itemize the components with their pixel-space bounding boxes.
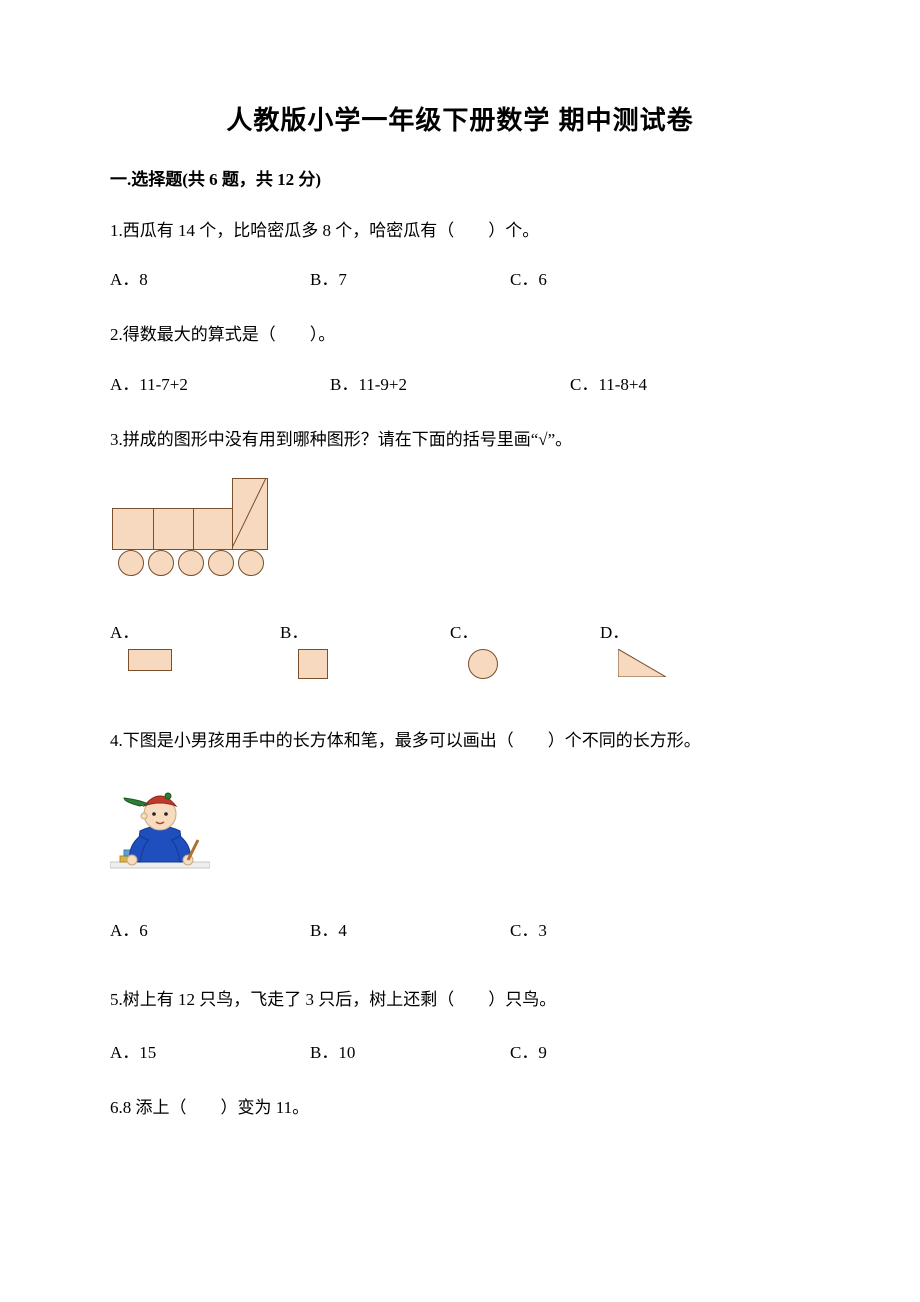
- triangle-shape-icon: [618, 649, 666, 682]
- q1-opt-a: A．8: [110, 265, 310, 290]
- truck-wheel-icon: [178, 550, 204, 576]
- square-shape-icon: [298, 649, 328, 679]
- section-header: 一.选择题(共 6 题，共 12 分): [110, 165, 810, 190]
- page-title: 人教版小学一年级下册数学 期中测试卷: [110, 100, 810, 137]
- truck-body-rects: [112, 508, 234, 550]
- q3-text: 3.拼成的图形中没有用到哪种图形？请在下面的括号里画“√”。: [110, 421, 810, 458]
- q1-opt-b: B．7: [310, 265, 510, 290]
- q1-text: 1.西瓜有 14 个，比哈密瓜多 8 个，哈密瓜有（ ）个。: [110, 212, 810, 249]
- q3-figure-truck: [112, 478, 272, 578]
- q4-figure-boy: [110, 776, 210, 886]
- q1-options: A．8 B．7 C．6: [110, 265, 810, 290]
- q2-opt-b: B．11-9+2: [330, 370, 570, 395]
- q1-opt-c: C．6: [510, 265, 710, 290]
- truck-wheel-icon: [148, 550, 174, 576]
- truck-wheel-icon: [118, 550, 144, 576]
- q4-opt-b: B．4: [310, 916, 510, 941]
- q3-opt-b-label: B．: [280, 618, 308, 643]
- rectangle-shape-icon: [128, 649, 172, 671]
- q6-text: 6.8 添上（ ）变为 11。: [110, 1089, 810, 1126]
- q5-opt-c: C．9: [510, 1038, 710, 1063]
- q5-text: 5.树上有 12 只鸟，飞走了 3 只后，树上还剩（ ）只鸟。: [110, 981, 810, 1018]
- truck-cab-diagonal: [232, 478, 266, 548]
- truck-wheel-icon: [208, 550, 234, 576]
- q5-opt-b: B．10: [310, 1038, 510, 1063]
- q4-opt-c: C．3: [510, 916, 710, 941]
- q4-options: A．6 B．4 C．3: [110, 916, 810, 941]
- q3-opt-d-label: D．: [600, 618, 629, 643]
- q5-opt-a: A．15: [110, 1038, 310, 1063]
- q2-opt-c: C．11-8+4: [570, 370, 810, 395]
- q5-options: A．15 B．10 C．9: [110, 1038, 810, 1063]
- circle-shape-icon: [468, 649, 498, 679]
- q2-options: A．11-7+2 B．11-9+2 C．11-8+4: [110, 370, 810, 395]
- q4-opt-a: A．6: [110, 916, 310, 941]
- q3-opt-a-label: A．: [110, 618, 139, 643]
- truck-wheel-icon: [238, 550, 264, 576]
- q4-text: 4.下图是小男孩用手中的长方体和笔，最多可以画出（ ）个不同的长方形。: [110, 722, 810, 759]
- q3-opt-c-label: C．: [450, 618, 478, 643]
- q3-options: A． B． C． D．: [110, 618, 810, 682]
- q2-opt-a: A．11-7+2: [110, 370, 330, 395]
- q2-text: 2.得数最大的算式是（ ）。: [110, 316, 810, 353]
